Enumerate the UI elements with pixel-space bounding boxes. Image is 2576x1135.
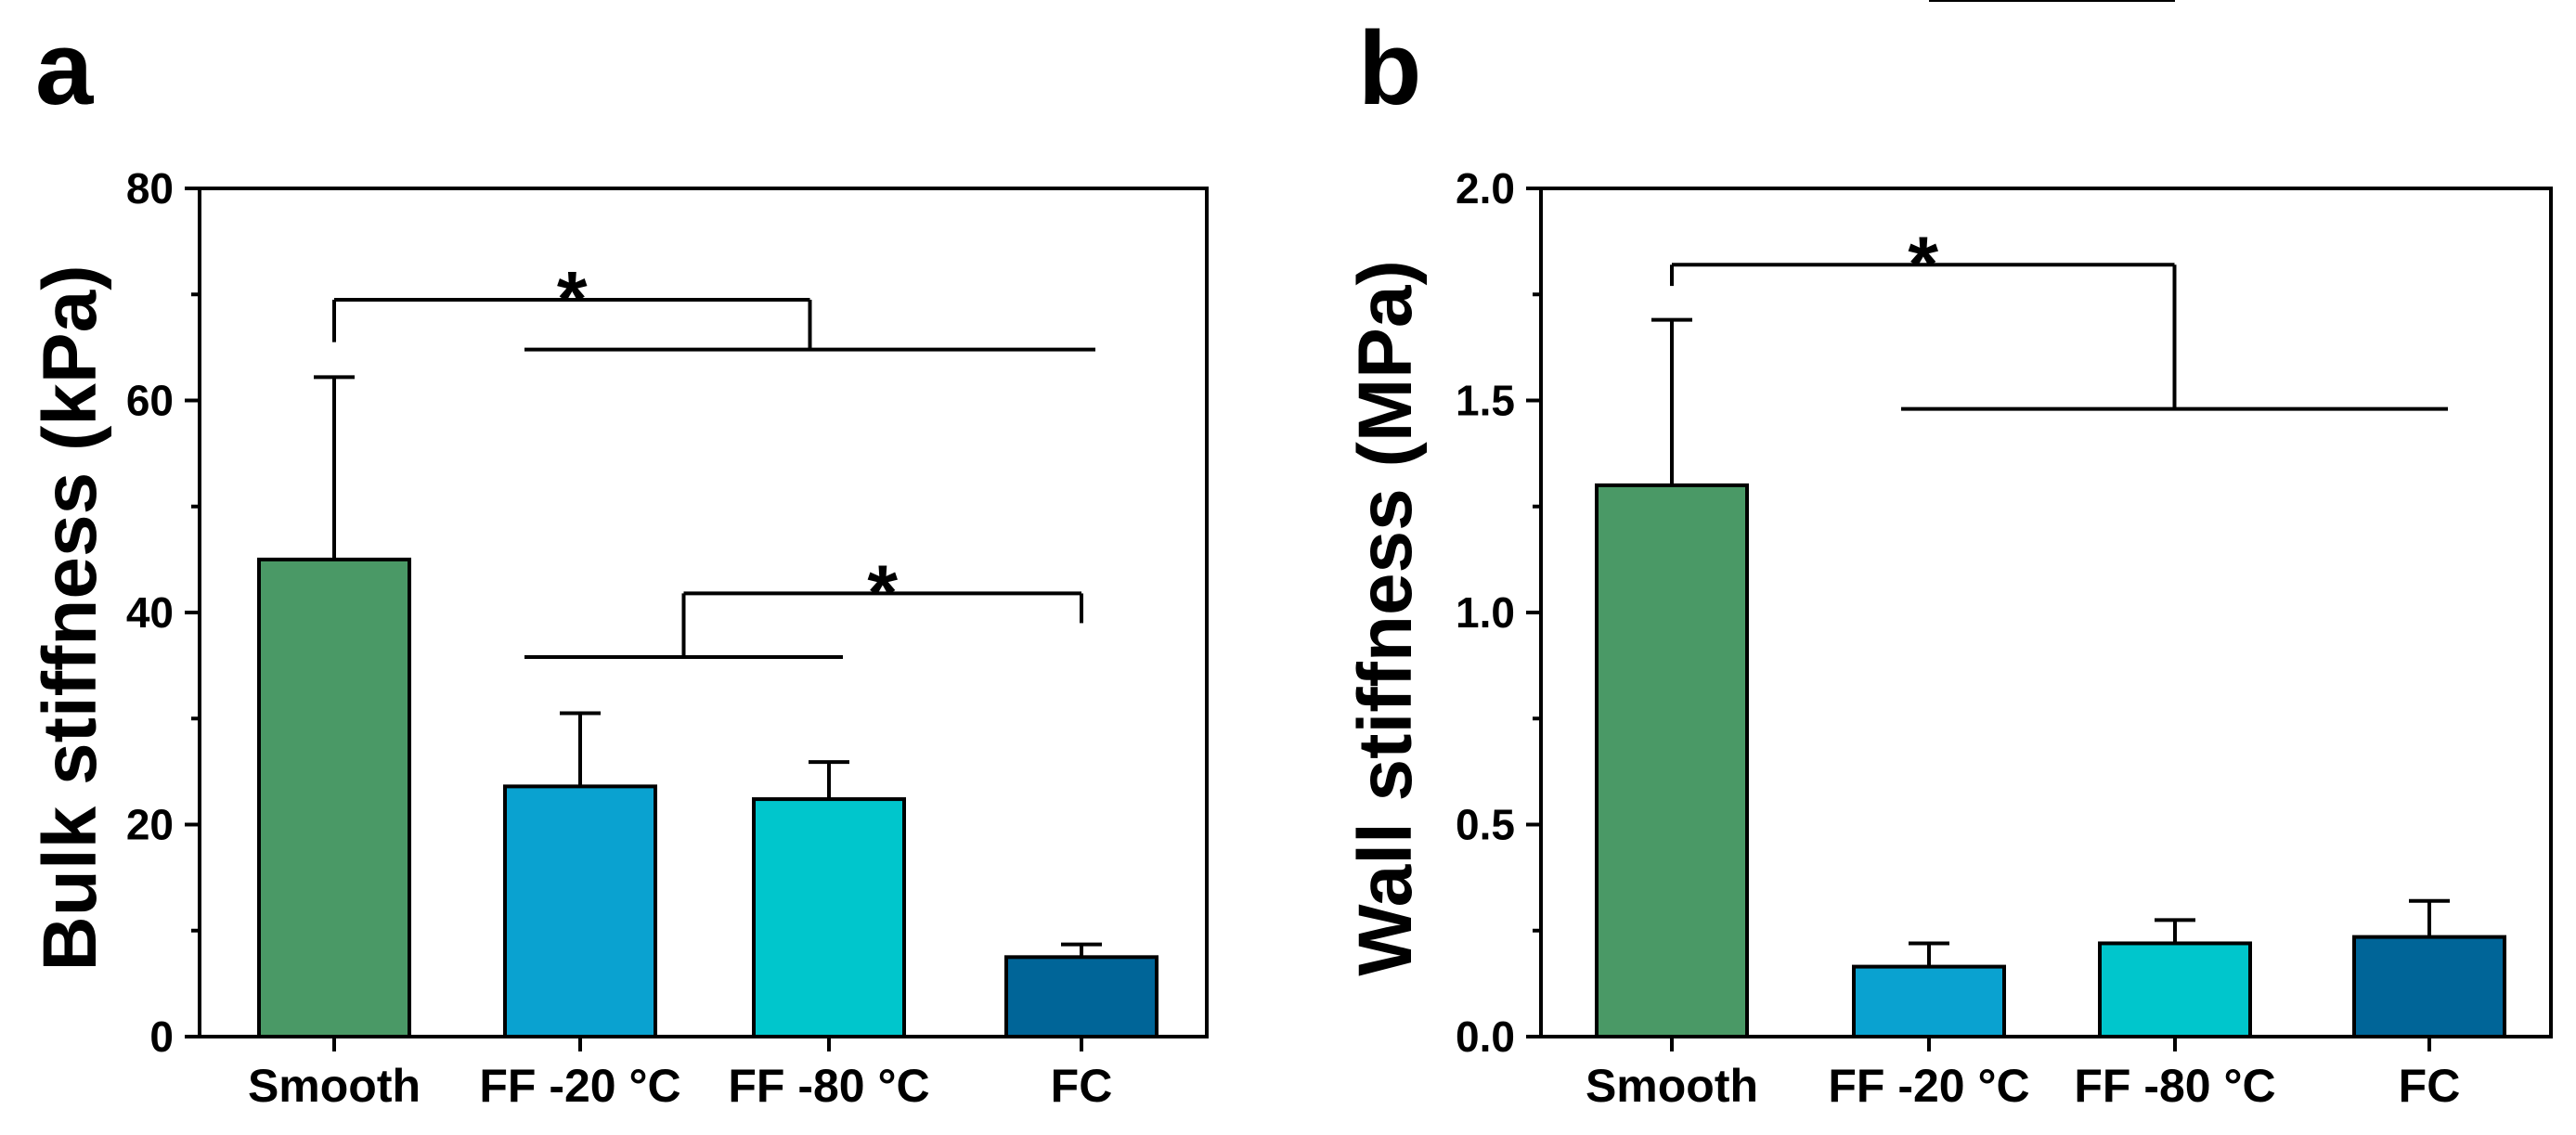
panel-a-bar-1: [503, 784, 657, 1038]
panel-b-y-tick-label: 0.0: [1456, 1012, 1515, 1061]
panel-a-significance: **: [332, 255, 1095, 659]
panel-a-y-tick-label: 60: [126, 377, 174, 425]
panel-a-significance-0-star: *: [557, 255, 588, 342]
panel-a-y-tick-label: 0: [149, 1012, 174, 1061]
panel-b-y-axis-title: Wall stiffness (MPa): [1343, 260, 1428, 976]
panel-b-significance-0-star: *: [1908, 220, 1938, 307]
panel-a-x-tick-label: FC: [1051, 1060, 1113, 1112]
panel-b-errors: [1651, 317, 2450, 967]
panel-a-y-tick-label: 20: [126, 801, 174, 849]
panel-b-y-tick-label: 0.5: [1456, 801, 1515, 849]
panel-a-bar-2: [752, 797, 906, 1039]
panel-a-y-tick-label: 40: [126, 588, 174, 637]
panel-a-errors: [314, 375, 1102, 958]
panel-b-y-tick-label: 1.0: [1456, 588, 1515, 637]
panel-b-bar-3: [2352, 935, 2506, 1038]
panel-label-b: b: [1358, 10, 1421, 126]
panel-b-y-tick-label: 1.5: [1456, 377, 1515, 425]
panel-a-x-axis: Smooth FF -20 °C FF -80 °C FC: [248, 1037, 1112, 1112]
panel-b-significance: **: [1670, 0, 2448, 411]
panel-label-a: a: [35, 10, 94, 126]
panel-b-x-tick-label: Smooth: [1586, 1060, 1758, 1112]
panel-b-y-tick-label: 2.0: [1456, 164, 1515, 213]
panel-a-bar-0: [257, 557, 411, 1038]
panel-b-bars: [1595, 483, 2506, 1039]
panel-a-x-tick-label: Smooth: [248, 1060, 421, 1112]
panel-b-y-axis: 0.0 0.5 1.0 1.5 2.0: [1456, 164, 1541, 1061]
panel-a-y-axis-title: Bulk stiffness (kPa): [28, 265, 112, 972]
panel-b-bar-2: [2098, 941, 2252, 1039]
panel-a-bar-3: [1004, 955, 1159, 1038]
panel-a-y-tick-label: 80: [126, 164, 174, 213]
panel-b-significance-1-star: *: [2037, 0, 2067, 17]
panel-b-bar-0: [1595, 483, 1749, 1038]
panel-b-x-axis: Smooth FF -20 °C FF -80 °C FC: [1586, 1037, 2460, 1112]
panel-a-x-tick-label: FF -20 °C: [479, 1060, 680, 1112]
panel-a-bars: [257, 557, 1159, 1039]
panel-a-y-axis: 0 20 40 60 80: [126, 164, 200, 1061]
panel-a-x-tick-label: FF -80 °C: [728, 1060, 929, 1112]
panel-b-x-tick-label: FC: [2399, 1060, 2461, 1112]
panel-b-x-tick-label: FF -20 °C: [1828, 1060, 2029, 1112]
panel-b-bar-1: [1852, 964, 2006, 1038]
panel-b-x-tick-label: FF -80 °C: [2074, 1060, 2275, 1112]
panel-a-significance-1-star: *: [867, 548, 898, 636]
